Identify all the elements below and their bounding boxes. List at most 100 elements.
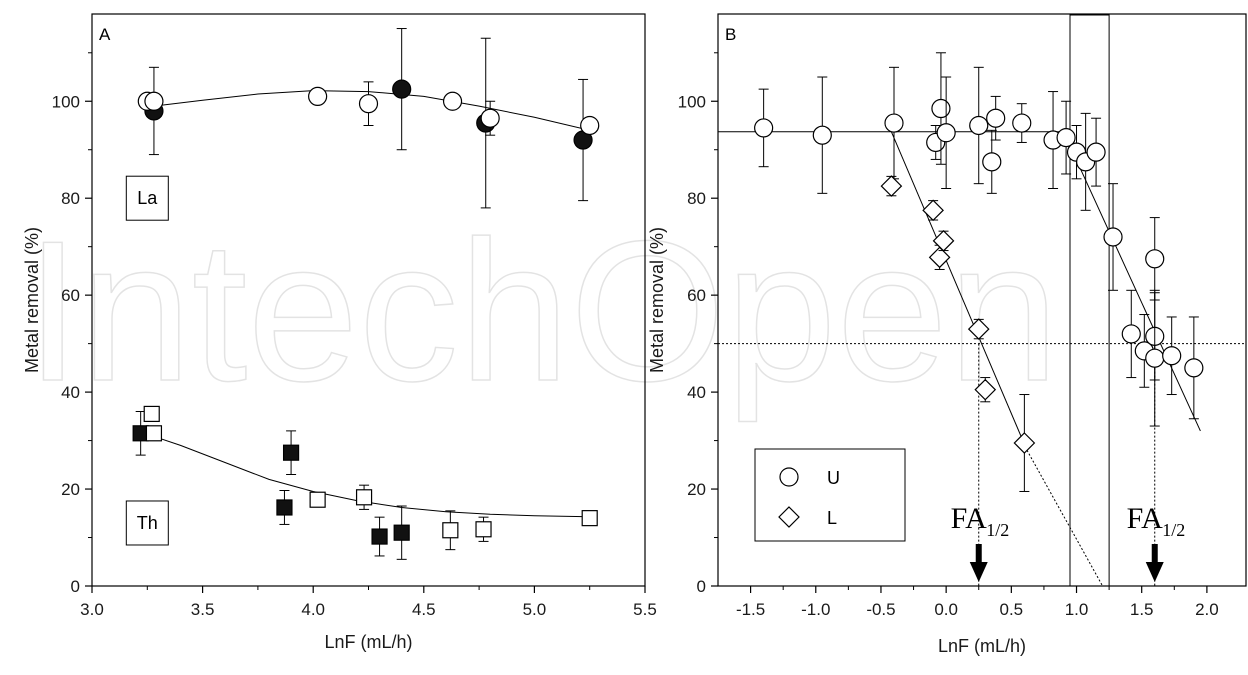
data-point — [1162, 346, 1182, 366]
fa-arrow-head — [1145, 562, 1164, 582]
watermark: IntechOpen — [25, 200, 1059, 423]
data-point — [580, 115, 600, 136]
data-point — [143, 405, 160, 423]
x-tick-label: 2.0 — [1195, 600, 1219, 619]
chart-panel-a: A 3.0 3.5 4.0 4.5 5.0 5.5 0 20 40 60 80 100 LnF (mL/h… — [22, 13, 657, 652]
y-tick-label: 40 — [61, 383, 80, 402]
data-point — [778, 506, 800, 528]
x-tick-label: 5.0 — [523, 600, 547, 619]
highlight-box — [1069, 14, 1110, 586]
data-point — [1013, 432, 1036, 454]
x-tick-label: 4.5 — [412, 600, 436, 619]
y-tick-label: 20 — [61, 480, 80, 499]
data-point — [145, 425, 163, 442]
x-tick-label: 1.5 — [1130, 600, 1154, 619]
x-tick-label: 5.5 — [633, 600, 657, 619]
data-point — [392, 79, 412, 99]
data-point — [1121, 324, 1141, 344]
data-point — [282, 444, 300, 461]
y-tick-label: 100 — [52, 92, 80, 111]
fit-line — [1063, 131, 1201, 432]
y-tick-label: 60 — [687, 286, 706, 305]
data-point — [754, 118, 774, 138]
data-point — [967, 318, 990, 340]
data-point — [581, 510, 598, 527]
fit-line — [890, 131, 1028, 451]
data-point — [1012, 113, 1032, 133]
y-tick-label: 80 — [687, 189, 706, 208]
data-point — [1086, 142, 1106, 162]
data-point — [880, 175, 903, 197]
data-point — [974, 378, 997, 401]
metal-label-box — [125, 175, 169, 221]
plot-area — [132, 28, 600, 560]
data-point — [932, 230, 955, 252]
x-tick-label: 3.5 — [191, 600, 215, 619]
x-tick-label: -1.5 — [736, 600, 765, 619]
y-tick-label: 60 — [61, 286, 80, 305]
plot-frame — [717, 13, 1247, 587]
data-point — [480, 108, 500, 128]
y-axis-title: Metal removal (%) — [22, 227, 42, 373]
y-tick-label: 0 — [697, 577, 706, 596]
data-point — [1056, 128, 1076, 148]
panel-letter: B — [725, 25, 736, 44]
chart-panel-b: B -1.5 -1.0 -0.5 0.0 0.5 1.0 1.5 2.0 0 20 40 60 80 100… — [647, 13, 1247, 656]
fa-annotation: FA — [951, 502, 987, 535]
y-tick-label: 80 — [61, 189, 80, 208]
x-tick-label: 3.0 — [80, 600, 104, 619]
y-tick-label: 0 — [71, 577, 80, 596]
y-tick-label: 100 — [678, 92, 706, 111]
x-tick-label: -0.5 — [866, 600, 895, 619]
data-point — [1184, 358, 1204, 378]
data-point — [371, 528, 388, 545]
data-point — [1145, 249, 1165, 269]
data-point — [1103, 227, 1123, 247]
data-point — [355, 489, 373, 506]
fa-arrow-head — [969, 562, 988, 582]
data-point — [1145, 348, 1165, 368]
data-point — [969, 115, 989, 136]
x-tick-label: -1.0 — [801, 600, 830, 619]
data-point — [475, 521, 492, 538]
x-axis-title: LnF (mL/h) — [324, 632, 412, 652]
data-point — [779, 467, 799, 487]
fa-subscript: 1/2 — [1162, 520, 1185, 540]
fit-line — [1026, 450, 1104, 586]
x-tick-label: 0.5 — [1000, 600, 1024, 619]
data-point — [358, 94, 379, 114]
x-tick-label: 4.0 — [301, 600, 325, 619]
data-point — [884, 113, 904, 133]
data-point — [442, 522, 459, 539]
data-point — [936, 123, 956, 143]
fa-subscript: 1/2 — [986, 520, 1009, 540]
data-point — [931, 98, 951, 119]
data-point — [393, 524, 410, 541]
data-point — [982, 152, 1002, 172]
data-point — [812, 125, 832, 145]
data-point — [442, 91, 463, 111]
fa-arrow-shaft — [1151, 544, 1158, 564]
fa-annotation: FA — [1127, 502, 1163, 535]
data-point — [308, 86, 328, 107]
y-tick-label: 20 — [687, 480, 706, 499]
x-tick-label: 0.0 — [934, 600, 958, 619]
legend-label: L — [827, 508, 837, 528]
x-tick-label: 1.0 — [1065, 600, 1089, 619]
data-point — [922, 199, 944, 222]
x-axis-title: LnF (mL/h) — [938, 636, 1026, 656]
data-point — [276, 499, 293, 516]
data-point — [144, 91, 164, 111]
y-tick-label: 40 — [687, 383, 706, 402]
legend-label: U — [827, 468, 840, 488]
data-point — [309, 491, 326, 508]
metal-label: Th — [137, 513, 158, 533]
legend-box — [754, 448, 906, 542]
data-point — [986, 108, 1006, 128]
plot-area — [718, 14, 1246, 586]
metal-label: La — [137, 188, 158, 208]
y-axis-title: Metal removal (%) — [647, 227, 667, 373]
panel-letter: A — [99, 25, 111, 44]
fa-arrow-shaft — [975, 544, 982, 564]
